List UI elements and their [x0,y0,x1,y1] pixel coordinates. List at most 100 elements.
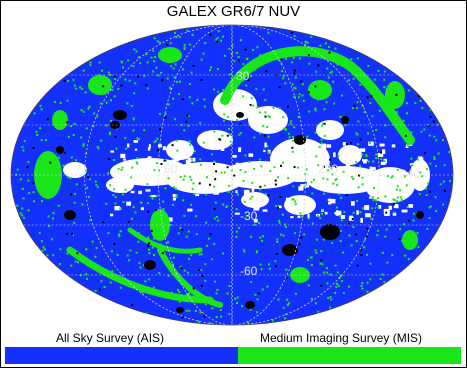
mis-tile [168,86,171,89]
uncovered-speck [171,159,176,163]
deep-tile [345,194,348,197]
mis-tile [425,168,428,171]
mis-tile [280,233,283,236]
mis-tile [256,298,259,301]
mis-tile [139,266,142,269]
mis-tile [152,49,155,52]
mis-tile [333,102,336,105]
mis-tile [308,62,311,65]
mis-tile [213,160,216,163]
mis-tile [271,319,274,322]
mis-arc [127,227,203,254]
deep-field [176,307,184,313]
mis-tile [134,211,137,214]
mis-tile [73,122,76,125]
mis-tile [94,255,97,258]
deep-tile [293,166,296,169]
mis-tile [364,238,367,241]
mis-tile [258,111,261,114]
mis-tile [376,99,379,102]
uncovered-speck [327,198,333,201]
uncovered-speck [335,212,341,216]
uncovered-speck [314,148,318,151]
mis-tile [242,79,245,82]
mis-tile [40,176,43,179]
mis-tile [291,140,294,143]
mis-tile [149,195,152,198]
mis-tile [310,181,313,184]
mis-tile [190,158,193,161]
deep-tile [127,220,130,223]
mis-tile [135,50,138,53]
mis-tile [297,166,300,169]
mis-tile [228,285,231,288]
mis-tile [42,246,45,249]
uncovered-speck [377,153,384,158]
deep-tile [359,138,362,141]
deep-tile [257,292,260,295]
mis-tile [332,182,335,185]
uncovered-speck [368,196,375,199]
deep-tile [148,242,151,245]
mis-tile [286,298,289,301]
mis-tile [60,127,63,130]
mis-tile [234,297,237,300]
uncovered-speck [342,150,347,155]
uncovered-region [338,145,362,165]
mis-tile [59,248,62,251]
mis-tile [303,48,306,51]
mis-tile [404,138,407,141]
mis-tile [107,71,110,74]
mis-tile [133,92,136,95]
mis-tile [190,178,193,181]
mis-tile [246,214,249,217]
mis-tile [103,90,106,93]
deep-tile [432,120,435,123]
deep-tile [26,166,29,169]
mis-tile [74,193,77,196]
mis-tile [95,76,98,79]
deep-tile [226,166,229,169]
mis-tile [172,67,175,70]
mis-tile [128,284,131,287]
mis-tile [443,164,446,167]
mis-tile [350,58,353,61]
mis-tile [375,156,378,159]
deep-tile [147,210,150,213]
mis-tile [235,51,238,54]
mis-tile [188,309,191,312]
mis-tile [383,280,386,283]
mis-tile [321,122,324,125]
mis-tile [21,214,24,217]
mis-tile [338,276,341,279]
mis-tile [228,184,231,187]
uncovered-speck [334,183,338,188]
mis-tile [82,143,85,146]
mis-tile [314,302,317,305]
mis-tile [292,185,295,188]
mis-tile [199,158,202,161]
deep-tile [356,264,359,267]
mis-tile [181,298,184,301]
mis-tile [340,196,343,199]
mis-tile [143,74,146,77]
uncovered-speck [384,184,389,189]
mis-tile [226,292,229,295]
deep-field [110,121,120,129]
deep-tile [429,190,432,193]
mis-tile [357,186,360,189]
deep-tile [46,118,49,121]
mis-tile [299,212,302,215]
mis-tile [291,83,294,86]
mis-tile [285,268,288,271]
mis-tile [191,102,194,105]
mis-tile [386,175,389,178]
mis-tile [48,156,51,159]
mis-tile [294,76,297,79]
mis-tile [21,207,24,210]
mis-tile [435,139,438,142]
mis-tile [295,275,298,278]
mis-tile [314,109,317,112]
mis-tile [433,156,436,159]
mis-tile [334,178,337,181]
